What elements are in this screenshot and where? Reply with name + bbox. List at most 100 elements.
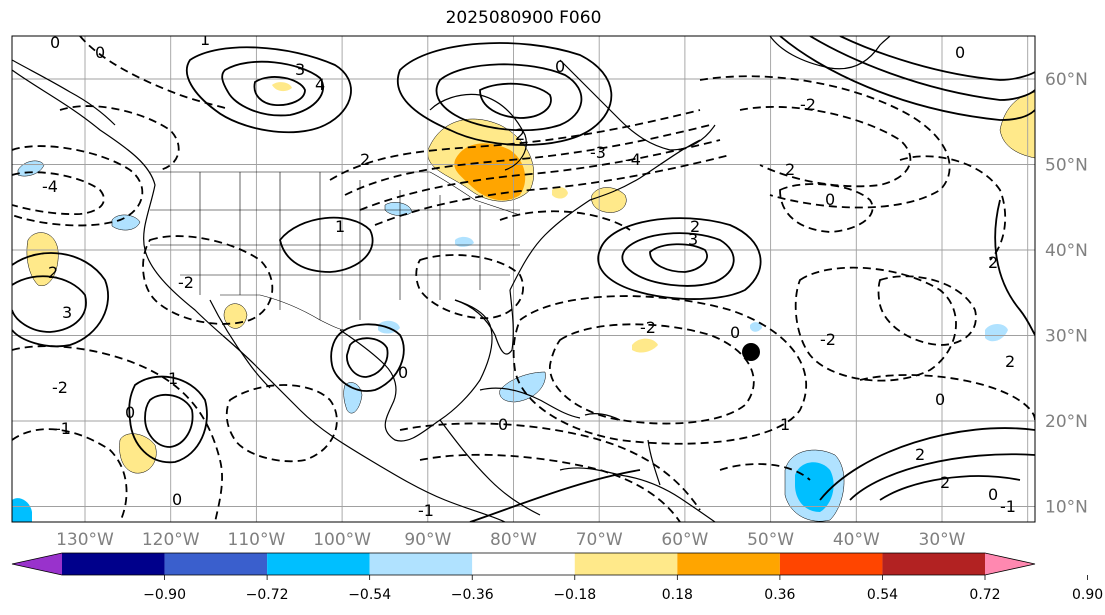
border-state-grid-2 <box>150 209 520 276</box>
longitude-label: 120°W <box>142 530 200 550</box>
map-panel: 0 0 1 3 4 2 0 2 -3 -4 -2 0 0 2 3 2 -2 0 … <box>12 33 1035 522</box>
contour-pos-east-atlantic-20n-2 <box>849 453 1035 501</box>
contour-neg-caribbean-2 <box>419 453 681 522</box>
contour-neg-conus-2 <box>415 254 525 320</box>
black-dot-marker <box>742 343 760 361</box>
coastline-greenland <box>769 36 891 70</box>
contour-pos-hudson-1 <box>397 42 613 146</box>
contour-label-0: 0 <box>95 43 105 62</box>
latitude-label: 30°N <box>1045 327 1088 347</box>
coastline-lesser-antilles <box>647 439 661 486</box>
contour-pos-east-atlantic-20n-3 <box>879 475 1021 501</box>
contour-pos-hudson-2 <box>435 63 583 132</box>
contour-pos-greenland-3 <box>839 36 1035 81</box>
contour-label-0: 0 <box>988 485 998 504</box>
contour-labels: 0 0 1 3 4 2 0 2 -3 -4 -2 0 0 2 3 2 -2 0 … <box>42 33 1016 520</box>
coastlines <box>12 36 891 522</box>
contour-label-0: 0 <box>50 33 60 52</box>
contour-label-0: 0 <box>172 490 182 509</box>
contour-neg-caribbean-1 <box>399 422 701 511</box>
contour-pos-nw-pacific-2 <box>221 60 325 117</box>
contour-neg-hudson-jet-4 <box>374 154 731 226</box>
contour-neg-hudson-jet-2 <box>344 124 711 196</box>
colorbar-tick-label: 0.90 <box>1072 587 1103 603</box>
colorbar-tick-label: 0.54 <box>867 587 898 603</box>
contour-pos-pacific-35n-1 <box>12 252 109 348</box>
colorbar-extend-high <box>985 553 1035 575</box>
contour-pos-atlantic-40n-3 <box>649 243 708 273</box>
shade-positive-nova-scotia <box>591 187 627 213</box>
border-us-canada <box>150 171 521 216</box>
contour-label-0: 0 <box>935 390 945 409</box>
contour-neg-east-atlantic-35n <box>877 275 977 346</box>
colorbar-segment <box>62 553 165 575</box>
contour-label-1: 1 <box>335 217 345 236</box>
contour-neg-pacific-30n <box>12 345 223 522</box>
contour-label-0: 0 <box>398 363 408 382</box>
contour-pos-tropical-line <box>469 469 641 522</box>
contour-neg-conus-1 <box>142 235 274 325</box>
longitude-label: 70°W <box>576 530 623 550</box>
contour-label-4: 4 <box>315 75 325 94</box>
political-borders <box>150 171 521 331</box>
contour-label-2: 2 <box>360 150 370 169</box>
colorbar-tick-label: −0.90 <box>143 587 186 603</box>
contour-pos-pacific-35n-2 <box>12 275 87 333</box>
contour-pos-nw-pacific-3 <box>253 76 306 106</box>
contour-neg-atlantic-50n-2 <box>739 105 912 188</box>
contour-label-2: 2 <box>690 217 700 236</box>
contour-pos-atlantic-40n-1 <box>597 217 762 300</box>
contour-label-neg-2: -2 <box>52 378 68 397</box>
latitude-label: 10°N <box>1045 498 1088 518</box>
longitude-label: 40°W <box>833 530 880 550</box>
contour-pos-rockies <box>279 216 374 273</box>
colorbar-segment <box>574 553 678 575</box>
colorbar-tick-label: −0.72 <box>246 587 289 603</box>
map-title: 2025080900 F060 <box>445 8 602 28</box>
coastline-hudson-bay <box>429 93 527 171</box>
contour-neg-atlantic-50n-1 <box>699 75 951 209</box>
shade-positive-east-atlantic <box>999 91 1035 159</box>
coastline-cuba <box>479 387 581 419</box>
contour-neg-pacific-45n-2 <box>12 171 105 216</box>
colorbar-tick-label: −0.18 <box>553 587 596 603</box>
colorbar-extend-low <box>12 553 62 575</box>
colorbar-segment <box>677 553 780 575</box>
longitude-label: 130°W <box>56 530 114 550</box>
contour-label-0: 0 <box>498 415 508 434</box>
shade-negative-southwest-corner <box>12 498 32 522</box>
contour-pos-atlantic-40n-2 <box>621 232 735 287</box>
colorbar-segment <box>369 553 473 575</box>
shade-positive-hudson-core <box>454 143 526 201</box>
colorbar-tick-label: 0.18 <box>662 587 693 603</box>
negative-contours <box>12 36 1035 522</box>
longitude-labels: 130°W 120°W 110°W 100°W 90°W 80°W 70°W 60°W 50°W… <box>56 530 966 550</box>
shade-positive-alaska <box>272 82 292 92</box>
contour-neg-atlantic-45n <box>779 183 874 233</box>
contour-neg-pacific-45n-1 <box>12 145 144 227</box>
coastline-alaska <box>12 59 116 126</box>
colorbar-tick-label: −0.36 <box>451 587 494 603</box>
contour-pos-hudson-3 <box>479 82 552 119</box>
contour-label-0: 0 <box>825 190 835 209</box>
coastline-north-america-west <box>12 69 506 522</box>
contour-pos-greenland-1 <box>779 36 1035 121</box>
contour-neg-hudson-jet-3 <box>359 139 721 211</box>
contour-neg-pacific-nw-2 <box>59 105 180 171</box>
coastline-central-america <box>439 419 541 516</box>
contour-label-2: 2 <box>988 253 998 272</box>
coastline-florida <box>454 289 514 355</box>
contour-label-1: 1 <box>780 415 790 434</box>
contour-neg-atlantic-25n <box>794 266 957 382</box>
contour-neg-greenland-east <box>899 155 1007 261</box>
shade-positive-atlantic-30n <box>632 338 658 353</box>
contour-label-neg-1: -1 <box>418 501 434 520</box>
contour-label-2: 2 <box>1005 352 1015 371</box>
contour-neg-atlantic-30n-2 <box>549 323 755 425</box>
contour-label-3: 3 <box>688 230 698 249</box>
contour-neg-atlantic-30n-1 <box>512 295 808 445</box>
shade-positive-pacific-20n <box>119 433 157 474</box>
contour-label-neg-2: -2 <box>178 273 194 292</box>
contour-label-2: 2 <box>940 473 950 492</box>
